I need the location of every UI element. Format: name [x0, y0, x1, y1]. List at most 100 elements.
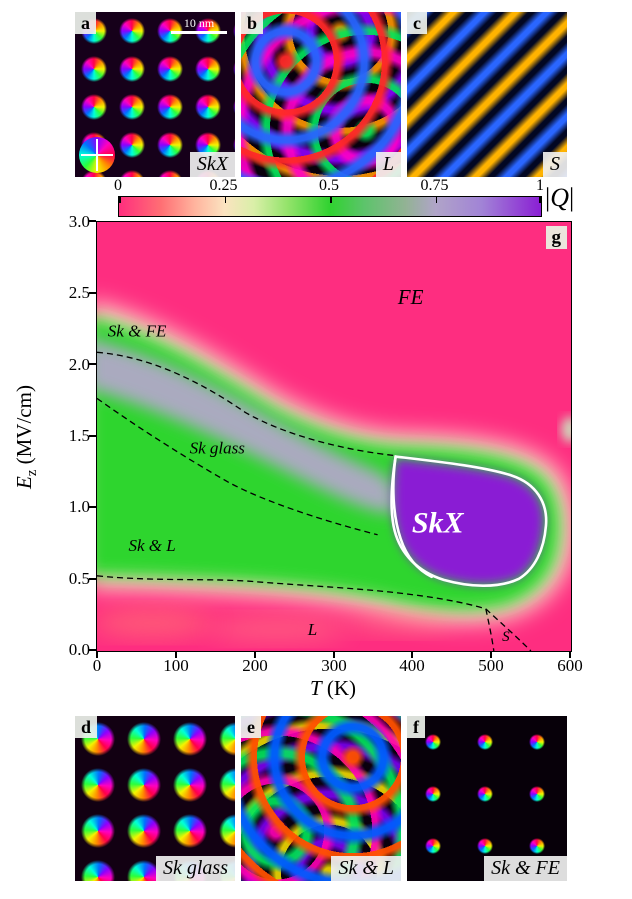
- colorbar-tick-mark: [435, 197, 437, 203]
- colorbar-tick-label: 0.5: [319, 177, 339, 194]
- phase-label-l: L: [375, 152, 401, 177]
- y-tick-label: 0.0: [68, 640, 90, 659]
- panel-e: e Sk & L: [241, 716, 401, 881]
- salmon-smudge: [97, 608, 213, 637]
- y-tick-mark: [89, 435, 96, 437]
- skx-purple-blob: [393, 458, 545, 585]
- panel-letter-f: f: [407, 716, 425, 738]
- x-tick-mark: [569, 651, 571, 658]
- phase-label-sk-and-l: Sk & L: [331, 856, 401, 881]
- x-tick-label: 0: [92, 656, 102, 675]
- y-axis-subscript: z: [24, 469, 41, 477]
- colorbar-label-symbol: Q: [550, 183, 569, 212]
- y-tick-label: 3.0: [68, 212, 90, 231]
- x-tick-mark: [490, 651, 492, 658]
- y-tick-mark: [89, 649, 96, 651]
- white-skx-divider: [392, 455, 434, 579]
- dashed-boundary-s-right: [485, 608, 532, 651]
- x-tick-label: 300: [321, 656, 347, 675]
- sk-glass-image: [75, 716, 235, 881]
- colorbar-tick-mark: [119, 197, 121, 203]
- dashed-boundary-middle: [97, 397, 378, 536]
- panel-letter-g: g: [545, 226, 567, 249]
- salmon-smudge: [207, 616, 348, 641]
- phase-label-s: S: [543, 152, 567, 177]
- phase-diagram-plot: FE Sk & FE Sk glass Sk & L SkX L S g: [96, 221, 572, 652]
- colorbar-tick-label: 1: [536, 177, 544, 194]
- x-tick-label: 200: [242, 656, 268, 675]
- y-tick-label: 1.0: [68, 497, 90, 516]
- x-tick-label: 500: [478, 656, 504, 675]
- panel-c: c S: [407, 12, 567, 177]
- colorbar-tick-label: 0: [114, 177, 122, 194]
- sk-and-fe-image: [407, 716, 567, 881]
- y-tick-mark: [89, 220, 96, 222]
- region-label-s: S: [502, 629, 510, 645]
- region-label-sk-glass: Sk glass: [190, 439, 246, 458]
- y-axis-label: Ez (MV/cm): [12, 222, 41, 652]
- x-tick-label: 100: [163, 656, 189, 675]
- y-axis-units: (MV/cm): [12, 385, 36, 470]
- scale-bar: 10 nm: [171, 17, 227, 34]
- x-tick-mark: [254, 651, 256, 658]
- scale-bar-line: [171, 31, 227, 34]
- colorbar-tick-mark: [330, 197, 332, 203]
- stripe-image: [407, 12, 567, 177]
- color-wheel-icon: [79, 137, 115, 173]
- y-axis-symbol: E: [12, 476, 36, 489]
- y-tick-mark: [89, 363, 96, 365]
- colorbar: [118, 196, 542, 217]
- y-tick-label: 0.5: [68, 569, 90, 588]
- x-axis-units: (K): [321, 676, 357, 700]
- y-tick-mark: [89, 578, 96, 580]
- phase-label-skx: SkX: [189, 152, 235, 177]
- y-tick-mark: [89, 292, 96, 294]
- labyrinth-image: [241, 12, 401, 177]
- colorbar-label: |Q|: [545, 183, 574, 213]
- x-tick-label: 400: [399, 656, 425, 675]
- sk-and-l-image: [241, 716, 401, 881]
- panel-letter-d: d: [75, 716, 98, 738]
- x-tick-mark: [333, 651, 335, 658]
- dashed-boundary-s-left: [485, 608, 495, 651]
- region-label-fe: FE: [397, 285, 424, 309]
- x-tick-mark: [175, 651, 177, 658]
- salmon-smudge: [342, 611, 453, 634]
- white-skx-outline: [390, 455, 548, 587]
- x-axis-label: T (K): [273, 676, 393, 701]
- dashed-boundary-lower: [97, 575, 487, 610]
- y-tick-mark: [89, 506, 96, 508]
- x-tick-mark: [411, 651, 413, 658]
- panel-a: 10 nm a SkX: [75, 12, 235, 177]
- panel-f: f Sk & FE: [407, 716, 567, 881]
- colorbar-label-bar: |: [545, 183, 551, 212]
- scale-bar-label: 10 nm: [183, 16, 215, 30]
- panel-b: b L: [241, 12, 401, 177]
- region-label-sk-l: Sk & L: [128, 536, 175, 555]
- phase-diagram-heatmap: FE Sk & FE Sk glass Sk & L SkX L S: [97, 222, 571, 651]
- x-tick-mark: [96, 651, 98, 658]
- panel-letter-c: c: [407, 12, 427, 34]
- phase-label-sk-and-fe: Sk & FE: [484, 856, 567, 881]
- x-axis-symbol: T: [309, 676, 322, 700]
- x-tick-label: 600: [557, 656, 583, 675]
- panel-d: d Sk glass: [75, 716, 235, 881]
- right-edge-notch: [560, 416, 571, 443]
- y-tick-label: 2.0: [68, 355, 90, 374]
- phase-label-sk-glass: Sk glass: [156, 856, 235, 881]
- dashed-boundary-upper: [97, 351, 395, 457]
- y-tick-label: 2.5: [68, 283, 90, 302]
- grey-glass-band: [97, 340, 396, 514]
- colorbar-tick-label: 0.75: [420, 177, 449, 194]
- region-label-sk-fe: Sk & FE: [108, 321, 167, 340]
- colorbar-tick-labels: 0 0.25 0.5 0.75 1: [114, 177, 544, 194]
- colorbar-label-bar: |: [569, 183, 575, 212]
- region-label-skx: SkX: [412, 506, 465, 540]
- colorbar-tick-mark: [539, 197, 541, 203]
- region-label-l: L: [307, 620, 317, 639]
- colorbar-tick-mark: [224, 197, 226, 203]
- colorbar-tick-label: 0.25: [209, 177, 238, 194]
- panel-letter-a: a: [75, 12, 96, 34]
- panel-letter-b: b: [241, 12, 264, 34]
